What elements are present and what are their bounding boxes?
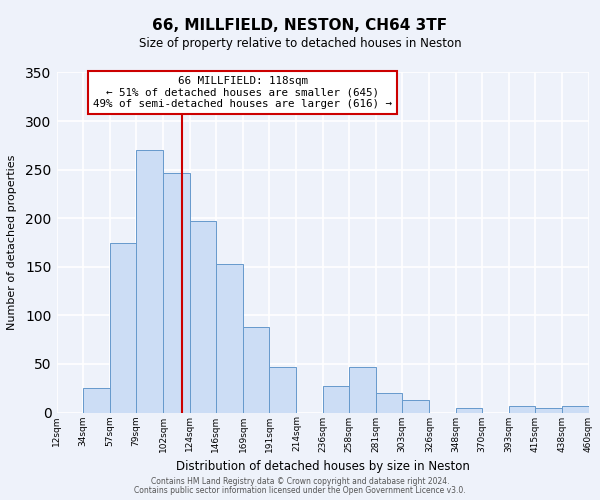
- Bar: [455, 408, 482, 412]
- Bar: [376, 393, 402, 412]
- Bar: [215, 264, 243, 412]
- Bar: [110, 242, 136, 412]
- Text: Contains HM Land Registry data © Crown copyright and database right 2024.: Contains HM Land Registry data © Crown c…: [151, 477, 449, 486]
- Bar: [535, 408, 562, 412]
- Bar: [269, 367, 296, 412]
- Bar: [349, 367, 376, 412]
- Bar: [323, 386, 349, 412]
- Bar: [190, 221, 215, 412]
- Bar: [136, 150, 163, 412]
- Text: Size of property relative to detached houses in Neston: Size of property relative to detached ho…: [139, 38, 461, 51]
- Bar: [562, 406, 589, 412]
- Bar: [83, 388, 110, 412]
- Bar: [509, 406, 535, 412]
- Bar: [243, 327, 269, 412]
- Bar: [163, 172, 190, 412]
- Text: Contains public sector information licensed under the Open Government Licence v3: Contains public sector information licen…: [134, 486, 466, 495]
- X-axis label: Distribution of detached houses by size in Neston: Distribution of detached houses by size …: [176, 460, 469, 473]
- Y-axis label: Number of detached properties: Number of detached properties: [7, 155, 17, 330]
- Bar: [402, 400, 430, 412]
- Text: 66 MILLFIELD: 118sqm
← 51% of detached houses are smaller (645)
49% of semi-deta: 66 MILLFIELD: 118sqm ← 51% of detached h…: [93, 76, 392, 109]
- Text: 66, MILLFIELD, NESTON, CH64 3TF: 66, MILLFIELD, NESTON, CH64 3TF: [152, 18, 448, 32]
